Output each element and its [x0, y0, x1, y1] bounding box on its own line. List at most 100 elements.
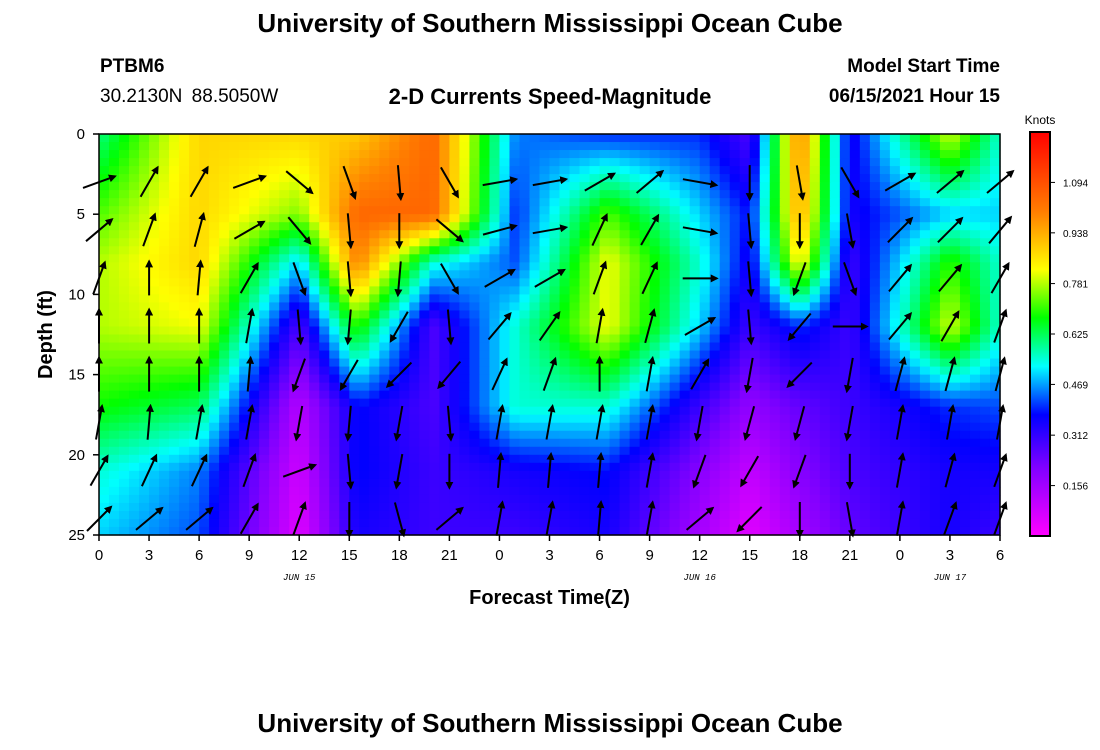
heatmap-cell: [709, 398, 721, 408]
heatmap-cell: [579, 318, 591, 328]
heatmap-cell: [189, 310, 200, 320]
heatmap-cell: [839, 166, 851, 175]
heatmap-cell: [689, 318, 701, 328]
heatmap-cell: [349, 454, 360, 464]
heatmap-cell: [979, 278, 991, 287]
heatmap-cell: [209, 430, 220, 440]
heatmap-cell: [209, 342, 220, 352]
heatmap-cell: [609, 502, 621, 512]
heatmap-cell: [739, 302, 751, 312]
heatmap-cell: [579, 334, 591, 344]
heatmap-cell: [509, 510, 521, 520]
current-vector: [532, 176, 569, 187]
heatmap-cell: [819, 446, 831, 456]
heatmap-cell: [639, 134, 651, 143]
heatmap-cell: [179, 134, 190, 143]
heatmap-cell: [589, 470, 601, 480]
heatmap-cell: [399, 414, 410, 424]
heatmap-cell: [249, 374, 260, 384]
heatmap-cell: [509, 350, 521, 360]
heatmap-cell: [779, 422, 791, 432]
heatmap-cell: [669, 190, 681, 199]
x-tick-label: 18: [391, 547, 408, 564]
heatmap-cell: [519, 190, 531, 199]
heatmap-cell: [699, 174, 711, 183]
heatmap-cell: [539, 150, 551, 159]
heatmap-cell: [939, 142, 951, 151]
heatmap-cell: [819, 382, 831, 392]
heatmap-cell: [849, 374, 861, 384]
heatmap-cell: [639, 262, 651, 271]
heatmap-cell: [239, 470, 250, 480]
heatmap-cell: [949, 342, 961, 352]
heatmap-cell: [839, 158, 851, 167]
heatmap-cell: [579, 518, 591, 528]
heatmap-cell: [889, 254, 901, 263]
heatmap-cell: [879, 478, 891, 488]
heatmap-cell: [529, 254, 541, 263]
heatmap-cell: [219, 222, 230, 231]
heatmap-cell: [709, 334, 721, 344]
heatmap-cell: [379, 174, 390, 183]
heatmap-cell: [159, 246, 170, 255]
heatmap-cell: [429, 174, 440, 183]
heatmap-cell: [699, 182, 711, 191]
heatmap-cell: [329, 310, 340, 320]
heatmap-cell: [579, 302, 591, 312]
heatmap-cell: [979, 222, 991, 231]
heatmap-cell: [119, 182, 130, 191]
heatmap-cell: [979, 326, 991, 336]
heatmap-cell: [699, 486, 711, 496]
heatmap-cell: [479, 350, 491, 360]
heatmap-cell: [519, 406, 531, 416]
heatmap-cell: [329, 182, 340, 191]
heatmap-cell: [209, 254, 220, 263]
heatmap-cell: [749, 246, 761, 255]
heatmap-cell: [309, 486, 320, 496]
heatmap-cell: [689, 390, 701, 400]
heatmap-cell: [519, 510, 531, 520]
current-vector: [195, 404, 205, 440]
heatmap-cell: [309, 494, 320, 504]
heatmap-cell: [589, 302, 601, 312]
heatmap-cell: [189, 174, 200, 183]
heatmap-cell: [839, 326, 851, 336]
heatmap-cell: [609, 366, 621, 376]
heatmap-cell: [129, 422, 140, 432]
heatmap-cell: [389, 382, 400, 392]
current-vector: [682, 178, 719, 188]
heatmap-cell: [119, 366, 130, 376]
heatmap-cell: [819, 470, 831, 480]
heatmap-cell: [809, 222, 821, 231]
heatmap-cell: [129, 182, 140, 191]
heatmap-cell: [509, 182, 521, 191]
heatmap-cell: [239, 358, 250, 368]
heatmap-cell: [209, 326, 220, 336]
heatmap-cell: [359, 246, 370, 255]
heatmap-cell: [219, 134, 230, 143]
heatmap-cell: [359, 262, 370, 271]
heatmap-cell: [699, 438, 711, 448]
heatmap-cell: [379, 142, 390, 151]
heatmap-cell: [779, 334, 791, 344]
heatmap-cell: [499, 142, 511, 151]
current-vector: [538, 310, 561, 341]
heatmap-cell: [199, 222, 210, 231]
heatmap-cell: [639, 382, 651, 392]
heatmap-cell: [589, 206, 601, 215]
heatmap-cell: [629, 406, 641, 416]
heatmap-cell: [229, 406, 240, 416]
heatmap-cell: [869, 190, 881, 199]
heatmap-cell: [819, 262, 831, 271]
heatmap-cell: [829, 230, 841, 239]
heatmap-cell: [519, 254, 531, 263]
heatmap-cell: [949, 494, 961, 504]
heatmap-cell: [599, 374, 611, 384]
heatmap-cell: [309, 454, 320, 464]
heatmap-cell: [699, 446, 711, 456]
heatmap-cell: [719, 526, 731, 536]
heatmap-cell: [179, 430, 190, 440]
heatmap-cell: [579, 342, 591, 352]
heatmap-cell: [479, 358, 491, 368]
heatmap-cell: [199, 470, 210, 480]
